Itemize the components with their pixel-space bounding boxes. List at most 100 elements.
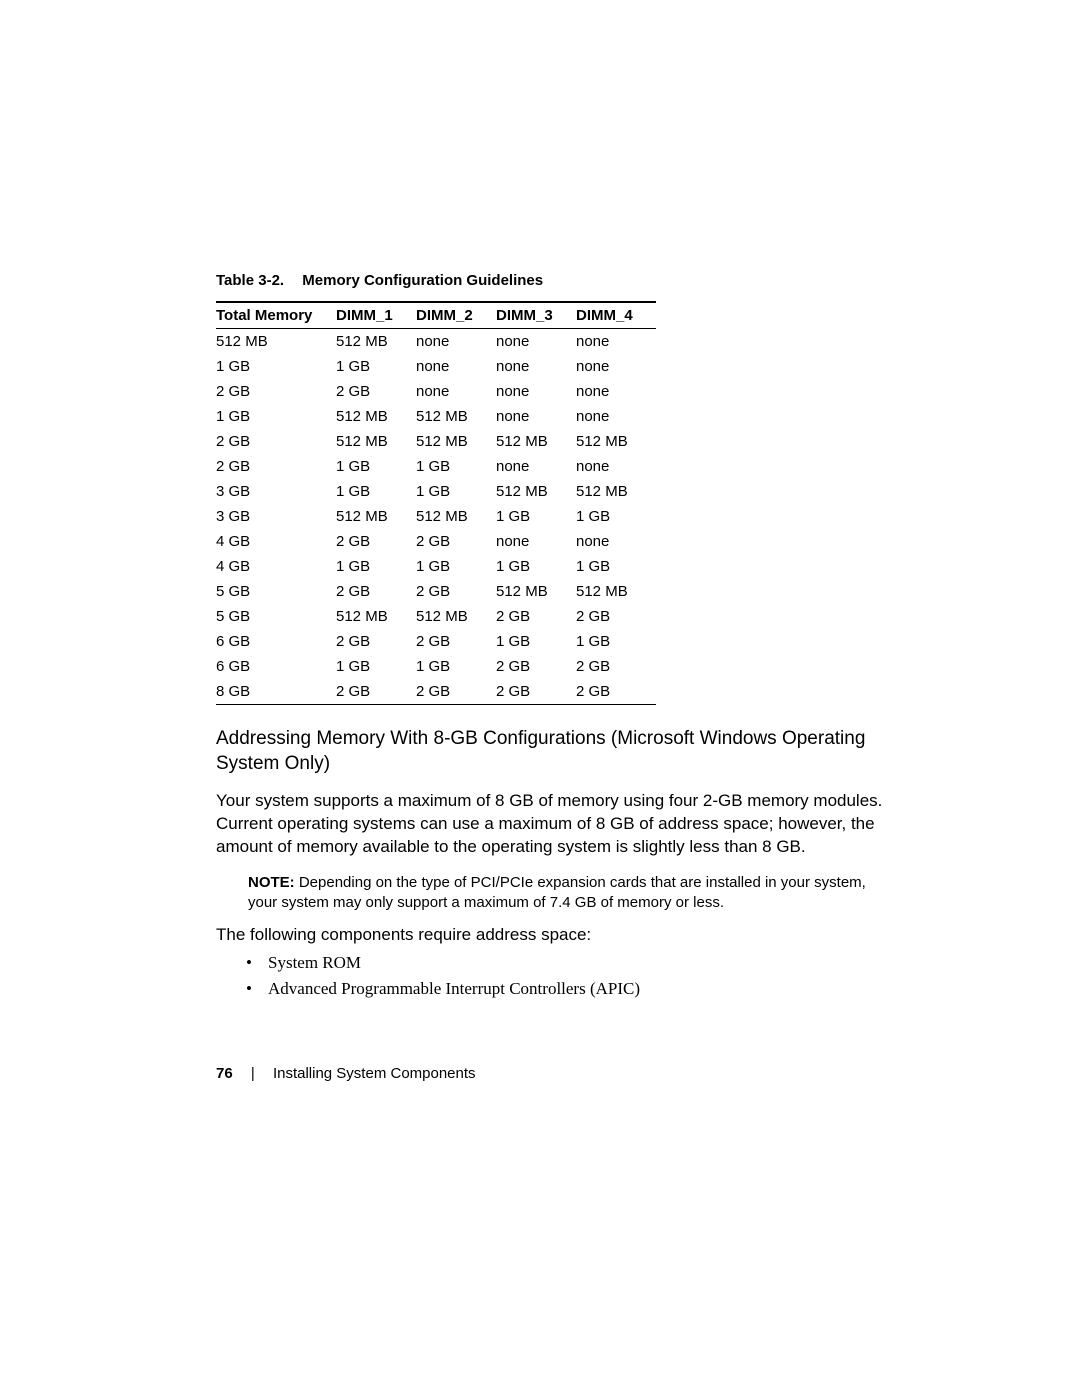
table-row: 4 GB1 GB1 GB1 GB1 GB xyxy=(216,554,656,579)
col-header: Total Memory xyxy=(216,302,336,329)
table-row: 512 MB512 MBnonenonenone xyxy=(216,329,656,355)
table-cell: 1 GB xyxy=(496,629,576,654)
table-cell: 512 MB xyxy=(576,579,656,604)
table-cell: 512 MB xyxy=(336,404,416,429)
col-header: DIMM_3 xyxy=(496,302,576,329)
table-row: 3 GB1 GB1 GB512 MB512 MB xyxy=(216,479,656,504)
table-cell: 4 GB xyxy=(216,554,336,579)
table-body: 512 MB512 MBnonenonenone1 GB1 GBnonenone… xyxy=(216,329,656,705)
table-cell: 2 GB xyxy=(496,679,576,705)
table-cell: 2 GB xyxy=(416,679,496,705)
table-cell: 512 MB xyxy=(576,479,656,504)
body-paragraph: Your system supports a maximum of 8 GB o… xyxy=(216,790,886,859)
table-row: 4 GB2 GB2 GBnonenone xyxy=(216,529,656,554)
table-cell: 1 GB xyxy=(416,654,496,679)
table-row: 5 GB512 MB512 MB2 GB2 GB xyxy=(216,604,656,629)
table-cell: 2 GB xyxy=(496,654,576,679)
table-cell: 1 GB xyxy=(576,504,656,529)
table-cell: 512 MB xyxy=(416,504,496,529)
memory-config-table: Total Memory DIMM_1 DIMM_2 DIMM_3 DIMM_4… xyxy=(216,301,656,705)
table-cell: 6 GB xyxy=(216,654,336,679)
table-cell: 3 GB xyxy=(216,504,336,529)
table-cell: 1 GB xyxy=(336,454,416,479)
table-row: 8 GB2 GB2 GB2 GB2 GB xyxy=(216,679,656,705)
page-content: Table 3-2. Memory Configuration Guidelin… xyxy=(216,272,886,1005)
table-caption-title: Memory Configuration Guidelines xyxy=(302,272,543,289)
table-cell: 512 MB xyxy=(496,579,576,604)
table-cell: 512 MB xyxy=(576,429,656,454)
table-cell: 5 GB xyxy=(216,604,336,629)
note-label: NOTE: xyxy=(248,874,295,891)
footer-separator: | xyxy=(251,1065,255,1082)
table-cell: 2 GB xyxy=(336,529,416,554)
table-cell: none xyxy=(496,529,576,554)
table-cell: none xyxy=(496,329,576,355)
components-list: System ROM Advanced Programmable Interrup… xyxy=(246,953,886,999)
table-cell: 2 GB xyxy=(336,629,416,654)
table-cell: 2 GB xyxy=(496,604,576,629)
table-cell: 2 GB xyxy=(216,379,336,404)
table-cell: none xyxy=(576,354,656,379)
body-paragraph: The following components require address… xyxy=(216,924,886,947)
col-header: DIMM_4 xyxy=(576,302,656,329)
table-cell: 5 GB xyxy=(216,579,336,604)
table-cell: 2 GB xyxy=(336,579,416,604)
table-cell: 1 GB xyxy=(336,354,416,379)
table-cell: 2 GB xyxy=(216,454,336,479)
table-cell: 512 MB xyxy=(416,604,496,629)
table-cell: 1 GB xyxy=(336,479,416,504)
table-cell: 2 GB xyxy=(336,679,416,705)
table-cell: none xyxy=(576,404,656,429)
page-number: 76 xyxy=(216,1065,233,1082)
table-cell: 512 MB xyxy=(336,429,416,454)
table-row: 3 GB512 MB512 MB1 GB1 GB xyxy=(216,504,656,529)
table-cell: 1 GB xyxy=(576,554,656,579)
note-text: Depending on the type of PCI/PCIe expans… xyxy=(248,874,866,911)
table-cell: 512 MB xyxy=(336,329,416,355)
table-cell: 6 GB xyxy=(216,629,336,654)
table-cell: 1 GB xyxy=(336,654,416,679)
table-cell: 3 GB xyxy=(216,479,336,504)
table-cell: none xyxy=(576,454,656,479)
table-cell: 2 GB xyxy=(336,379,416,404)
table-caption: Table 3-2. Memory Configuration Guidelin… xyxy=(216,272,886,289)
col-header: DIMM_2 xyxy=(416,302,496,329)
list-item: System ROM xyxy=(246,953,886,973)
table-cell: none xyxy=(416,329,496,355)
table-cell: 2 GB xyxy=(576,679,656,705)
table-row: 2 GB1 GB1 GBnonenone xyxy=(216,454,656,479)
table-cell: 1 GB xyxy=(576,629,656,654)
table-cell: 1 GB xyxy=(416,454,496,479)
table-cell: 8 GB xyxy=(216,679,336,705)
table-row: 6 GB2 GB2 GB1 GB1 GB xyxy=(216,629,656,654)
table-cell: none xyxy=(576,529,656,554)
section-subheading: Addressing Memory With 8-GB Configuratio… xyxy=(216,727,886,776)
table-cell: 1 GB xyxy=(216,404,336,429)
list-item: Advanced Programmable Interrupt Controll… xyxy=(246,979,886,999)
table-cell: 512 MB xyxy=(496,429,576,454)
table-cell: 512 MB xyxy=(496,479,576,504)
table-cell: 512 MB xyxy=(216,329,336,355)
table-cell: 512 MB xyxy=(336,604,416,629)
table-cell: 1 GB xyxy=(496,554,576,579)
table-cell: 1 GB xyxy=(416,554,496,579)
table-cell: 512 MB xyxy=(336,504,416,529)
table-cell: none xyxy=(496,354,576,379)
table-cell: 4 GB xyxy=(216,529,336,554)
table-header-row: Total Memory DIMM_1 DIMM_2 DIMM_3 DIMM_4 xyxy=(216,302,656,329)
col-header: DIMM_1 xyxy=(336,302,416,329)
table-row: 2 GB512 MB512 MB512 MB512 MB xyxy=(216,429,656,454)
table-cell: 2 GB xyxy=(576,604,656,629)
table-cell: 2 GB xyxy=(416,579,496,604)
table-row: 2 GB2 GBnonenonenone xyxy=(216,379,656,404)
table-cell: none xyxy=(496,454,576,479)
table-row: 1 GB512 MB512 MBnonenone xyxy=(216,404,656,429)
table-cell: 2 GB xyxy=(576,654,656,679)
table-cell: none xyxy=(576,329,656,355)
table-cell: 1 GB xyxy=(336,554,416,579)
table-cell: 512 MB xyxy=(416,429,496,454)
table-cell: 1 GB xyxy=(216,354,336,379)
table-cell: none xyxy=(416,379,496,404)
table-row: 5 GB2 GB2 GB512 MB512 MB xyxy=(216,579,656,604)
table-row: 1 GB1 GBnonenonenone xyxy=(216,354,656,379)
